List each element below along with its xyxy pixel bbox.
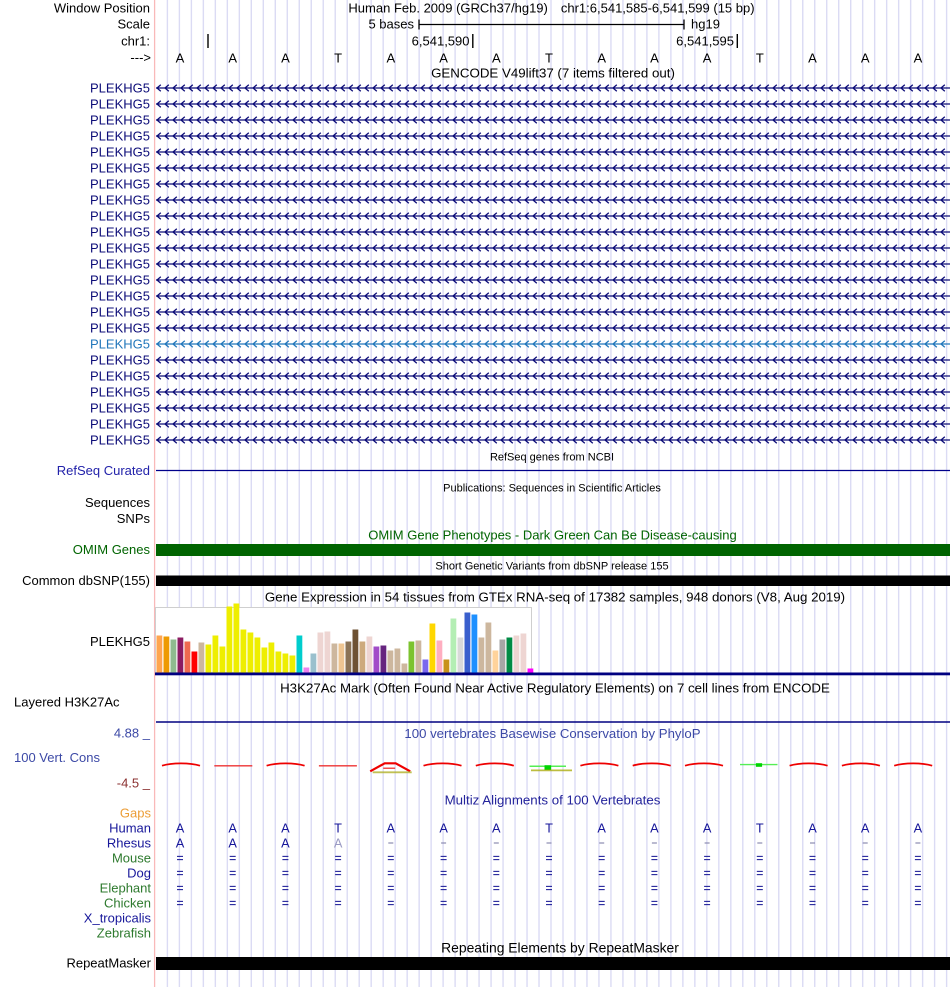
svg-text:A: A — [808, 821, 817, 836]
svg-text:Window Position: Window Position — [54, 1, 150, 16]
svg-text:PLEKHG5: PLEKHG5 — [90, 385, 150, 400]
svg-text:A: A — [281, 51, 290, 66]
svg-text:A: A — [176, 836, 185, 851]
svg-text:PLEKHG5: PLEKHG5 — [90, 129, 150, 144]
svg-text:PLEKHG5: PLEKHG5 — [90, 321, 150, 336]
svg-text:X_tropicalis: X_tropicalis — [84, 911, 152, 926]
svg-text:Gene Expression in 54 tissues: Gene Expression in 54 tissues from GTEx … — [265, 590, 845, 605]
svg-text:RefSeq genes from NCBI: RefSeq genes from NCBI — [490, 452, 614, 464]
svg-text:PLEKHG5: PLEKHG5 — [90, 433, 150, 448]
svg-text:hg19: hg19 — [691, 17, 720, 32]
svg-text:Gaps: Gaps — [120, 806, 152, 821]
svg-text:A: A — [861, 51, 870, 66]
svg-text:PLEKHG5: PLEKHG5 — [90, 634, 150, 649]
svg-text:Repeating Elements by RepeatMa: Repeating Elements by RepeatMasker — [441, 940, 679, 956]
svg-text:T: T — [756, 51, 764, 66]
svg-text:Publications: Sequences in Sci: Publications: Sequences in Scientific Ar… — [443, 483, 661, 495]
svg-text:PLEKHG5: PLEKHG5 — [90, 97, 150, 112]
svg-text:PLEKHG5: PLEKHG5 — [90, 337, 150, 352]
svg-text:A: A — [176, 821, 185, 836]
svg-text:100 vertebrates Basewise Conse: 100 vertebrates Basewise Conservation by… — [404, 726, 700, 741]
svg-text:H3K27Ac Mark (Often Found Near: H3K27Ac Mark (Often Found Near Active Re… — [280, 681, 830, 696]
svg-text:6,541,590: 6,541,590 — [412, 34, 470, 49]
svg-text:OMIM Gene Phenotypes - Dark Gr: OMIM Gene Phenotypes - Dark Green Can Be… — [368, 528, 737, 543]
svg-text:A: A — [387, 821, 396, 836]
svg-text:Human: Human — [109, 821, 151, 836]
svg-text:--->: ---> — [130, 50, 151, 65]
svg-text:A: A — [281, 836, 290, 851]
svg-text:T: T — [545, 51, 553, 66]
svg-text:A: A — [228, 836, 237, 851]
svg-text:Dog: Dog — [127, 866, 151, 881]
svg-text:T: T — [756, 821, 764, 836]
svg-text:PLEKHG5: PLEKHG5 — [90, 257, 150, 272]
svg-text:PLEKHG5: PLEKHG5 — [90, 209, 150, 224]
svg-text:T: T — [334, 821, 342, 836]
svg-text:PLEKHG5: PLEKHG5 — [90, 161, 150, 176]
svg-text:A: A — [281, 821, 290, 836]
svg-text:PLEKHG5: PLEKHG5 — [90, 81, 150, 96]
svg-text:PLEKHG5: PLEKHG5 — [90, 241, 150, 256]
svg-text:A: A — [439, 821, 448, 836]
svg-text:Scale: Scale — [117, 17, 150, 32]
svg-text:100 Vert. Cons: 100 Vert. Cons — [14, 750, 100, 765]
svg-text:PLEKHG5: PLEKHG5 — [90, 225, 150, 240]
svg-text:PLEKHG5: PLEKHG5 — [90, 353, 150, 368]
svg-text:T: T — [545, 821, 553, 836]
svg-text:Sequences: Sequences — [85, 495, 151, 510]
svg-text:A: A — [597, 51, 606, 66]
svg-text:Multiz Alignments of 100 Verte: Multiz Alignments of 100 Vertebrates — [445, 793, 661, 808]
svg-text:T: T — [334, 51, 342, 66]
svg-text:OMIM Genes: OMIM Genes — [73, 542, 151, 557]
svg-text:PLEKHG5: PLEKHG5 — [90, 305, 150, 320]
svg-text:Elephant: Elephant — [100, 881, 152, 896]
svg-text:A: A — [492, 51, 501, 66]
svg-text:A: A — [914, 821, 923, 836]
svg-text:PLEKHG5: PLEKHG5 — [90, 401, 150, 416]
svg-text:Human Feb. 2009 (GRCh37/hg19): Human Feb. 2009 (GRCh37/hg19) chr1:6,541… — [348, 1, 754, 16]
svg-text:GENCODE V49lift37 (7 items fil: GENCODE V49lift37 (7 items filtered out) — [431, 66, 675, 81]
svg-text:A: A — [650, 51, 659, 66]
svg-text:A: A — [650, 821, 659, 836]
svg-text:A: A — [808, 51, 817, 66]
svg-text:PLEKHG5: PLEKHG5 — [90, 273, 150, 288]
svg-text:PLEKHG5: PLEKHG5 — [90, 417, 150, 432]
svg-text:PLEKHG5: PLEKHG5 — [90, 289, 150, 304]
svg-text:A: A — [228, 51, 237, 66]
svg-text:SNPs: SNPs — [117, 511, 151, 526]
svg-text:Chicken: Chicken — [104, 896, 151, 911]
svg-text:A: A — [703, 51, 712, 66]
svg-text:6,541,595: 6,541,595 — [676, 34, 734, 49]
svg-text:A: A — [439, 51, 448, 66]
svg-text:PLEKHG5: PLEKHG5 — [90, 369, 150, 384]
svg-text:PLEKHG5: PLEKHG5 — [90, 113, 150, 128]
svg-text:-4.5 _: -4.5 _ — [117, 776, 151, 791]
svg-text:A: A — [334, 836, 343, 851]
svg-text:PLEKHG5: PLEKHG5 — [90, 193, 150, 208]
svg-text:Short Genetic Variants from db: Short Genetic Variants from dbSNP releas… — [435, 561, 668, 573]
svg-text:chr1:: chr1: — [121, 34, 150, 49]
svg-text:A: A — [703, 821, 712, 836]
svg-text:A: A — [861, 821, 870, 836]
svg-text:A: A — [492, 821, 501, 836]
svg-text:Layered H3K27Ac: Layered H3K27Ac — [14, 695, 120, 710]
svg-text:A: A — [228, 821, 237, 836]
svg-text:4.88 _: 4.88 _ — [114, 726, 151, 741]
svg-text:A: A — [176, 51, 185, 66]
svg-text:A: A — [914, 51, 923, 66]
svg-text:Rhesus: Rhesus — [107, 836, 152, 851]
svg-text:Mouse: Mouse — [112, 851, 151, 866]
svg-text:PLEKHG5: PLEKHG5 — [90, 145, 150, 160]
svg-text:A: A — [386, 51, 395, 66]
svg-text:A: A — [597, 821, 606, 836]
svg-text:5 bases: 5 bases — [368, 17, 414, 32]
svg-text:RefSeq Curated: RefSeq Curated — [57, 463, 150, 478]
svg-text:PLEKHG5: PLEKHG5 — [90, 177, 150, 192]
svg-text:Common dbSNP(155): Common dbSNP(155) — [22, 573, 150, 588]
svg-text:RepeatMasker: RepeatMasker — [66, 956, 151, 971]
svg-text:Zebrafish: Zebrafish — [97, 926, 151, 941]
